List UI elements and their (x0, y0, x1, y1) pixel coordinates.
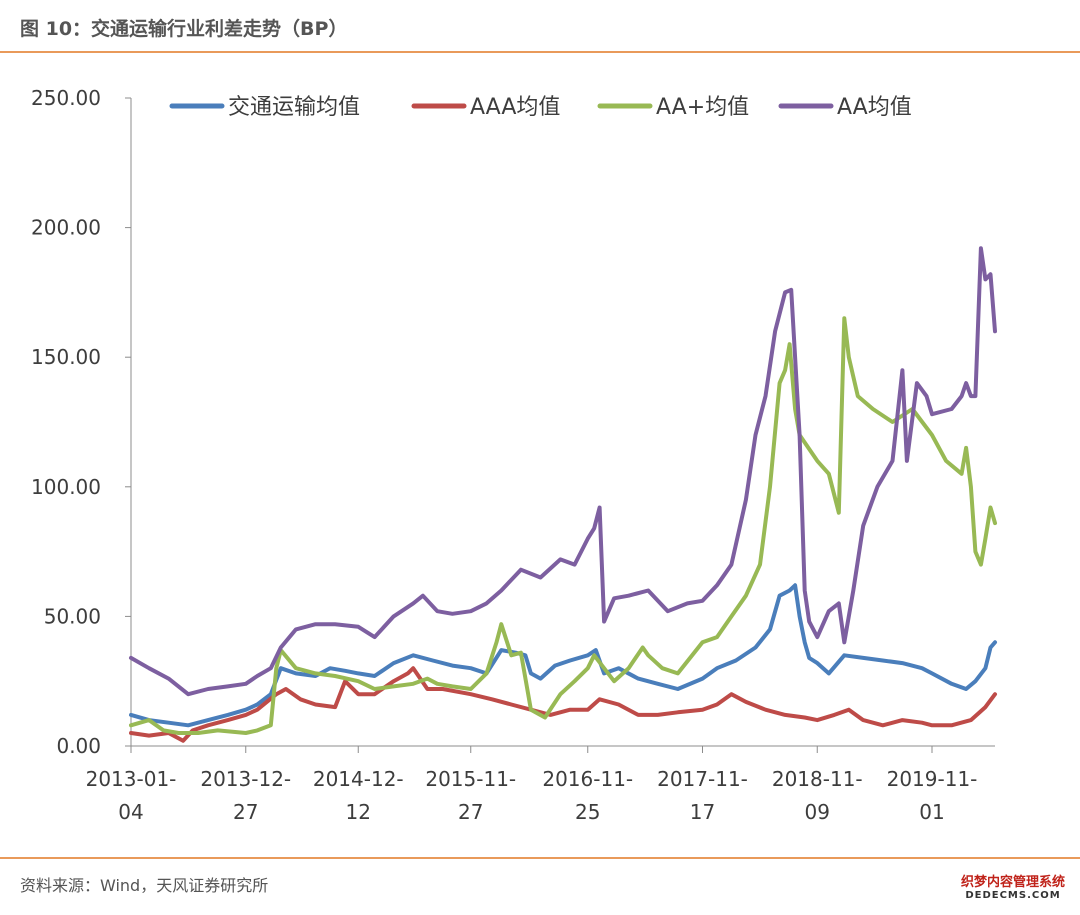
x-tick-label: 25 (575, 800, 600, 824)
chart-legend: 交通运输均值 AAA均值 AA+均值 AA均值 (169, 95, 912, 120)
x-tick-label: 2013-01- (86, 767, 177, 791)
series-line-4 (129, 246, 997, 697)
source-note: 资料来源：Wind，天风证券研究所 (20, 876, 269, 895)
x-tick-label: 2014-12- (313, 767, 404, 791)
source-divider (0, 857, 1080, 859)
y-tick-label: 0.00 (56, 734, 101, 758)
legend-label-2: AAA均值 (470, 95, 560, 120)
watermark-top-text: 织梦内容管理系统 (960, 875, 1065, 890)
legend-label-1: 交通运输均值 (228, 95, 360, 120)
x-tick-label: 12 (346, 800, 371, 824)
x-tick-label: 2015-11- (425, 767, 516, 791)
watermark-logo: 织梦内容管理系统 DEDECMS.COM (954, 875, 1072, 902)
chart-axes: 0.00 50.00 100.00 150.00 200.00 250.00 2013-01… (31, 86, 995, 824)
legend-label-3: AA+均值 (656, 95, 749, 120)
y-tick-label: 100.00 (31, 475, 101, 499)
x-tick-label: 27 (233, 800, 258, 824)
y-tick-label: 250.00 (31, 86, 101, 110)
x-tick-label: 27 (458, 800, 483, 824)
chart-series (129, 246, 997, 743)
title-divider (0, 51, 1080, 53)
x-tick-label: 17 (690, 800, 715, 824)
series-line-3 (129, 316, 997, 735)
figure-title: 图 10：交通运输行业利差走势（BP） (20, 18, 348, 40)
x-tick-label: 2019-11- (887, 767, 978, 791)
line-chart: 0.00 50.00 100.00 150.00 200.00 250.00 2013-01… (31, 86, 997, 824)
watermark-bottom-text: DEDECMS.COM (965, 890, 1061, 902)
x-tick-label: 01 (919, 800, 944, 824)
x-tick-label: 2013-12- (200, 767, 291, 791)
y-tick-label: 150.00 (31, 345, 101, 369)
x-tick-label: 2018-11- (772, 767, 863, 791)
x-tick-label: 2017-11- (657, 767, 748, 791)
x-tick-label: 09 (805, 800, 830, 824)
legend-label-4: AA均值 (837, 95, 912, 120)
series-line-2 (129, 666, 997, 743)
y-tick-label: 200.00 (31, 216, 101, 240)
x-tick-label: 04 (118, 800, 143, 824)
series-line-1 (129, 583, 997, 728)
y-tick-label: 50.00 (44, 604, 101, 628)
x-tick-label: 2016-11- (542, 767, 633, 791)
